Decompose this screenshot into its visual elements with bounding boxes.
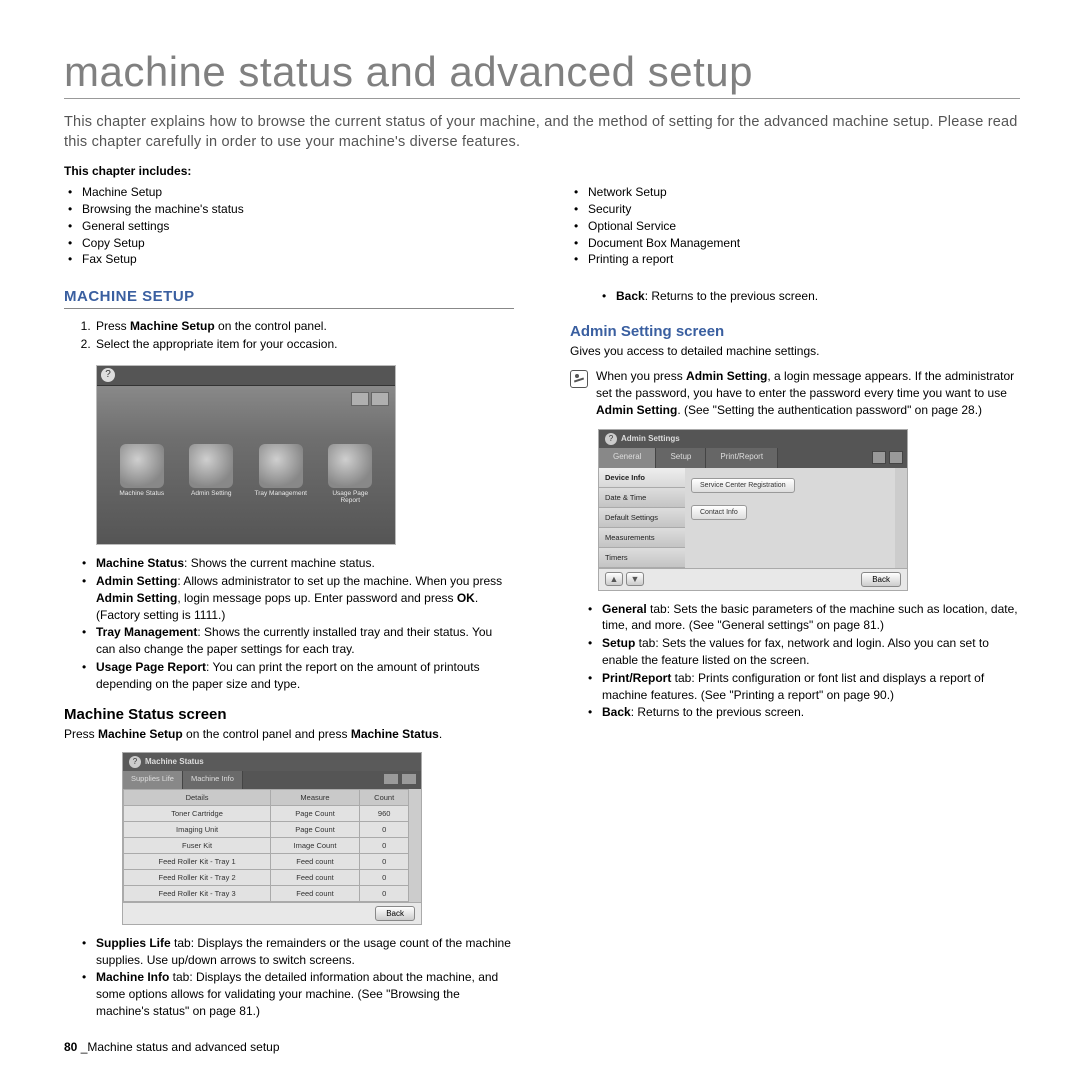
sidebar-item: Timers	[599, 548, 685, 568]
up-arrow-icon: ▲	[605, 572, 623, 586]
machine-setup-screenshot: ? Machine Status Admin Setting Tray Mana…	[96, 365, 396, 545]
toc-right: Network Setup Security Optional Service …	[570, 184, 1020, 268]
tile-admin-setting: Admin Setting	[183, 444, 239, 504]
toc-item: Network Setup	[588, 184, 1020, 201]
toc-item: General settings	[82, 218, 514, 235]
right-column: Network Setup Security Optional Service …	[570, 184, 1020, 1034]
sidebar-item: Measurements	[599, 528, 685, 548]
tab-machine-info: Machine Info	[183, 771, 243, 789]
machine-status-para: Press Machine Setup on the control panel…	[64, 726, 514, 743]
sidebar-item: Date & Time	[599, 488, 685, 508]
sidebar-item: Device Info	[599, 468, 685, 488]
list-item: Machine Status: Shows the current machin…	[96, 555, 514, 572]
list-item: Supplies Life tab: Displays the remainde…	[96, 935, 514, 969]
admin-setting-bullets: General tab: Sets the basic parameters o…	[570, 601, 1020, 722]
supplies-table: DetailsMeasureCount Toner CartridgePage …	[123, 789, 409, 902]
toc-item: Optional Service	[588, 218, 1020, 235]
help-icon: ?	[101, 368, 115, 382]
toc-item: Copy Setup	[82, 235, 514, 252]
help-icon: ?	[129, 756, 141, 768]
chip-service-center: Service Center Registration	[691, 478, 795, 493]
note-text: When you press Admin Setting, a login me…	[596, 368, 1020, 418]
step-item: Press Machine Setup on the control panel…	[94, 317, 514, 335]
tab-setup: Setup	[656, 448, 706, 468]
chapter-includes-label: This chapter includes:	[64, 164, 1020, 178]
machine-status-bullets: Supplies Life tab: Displays the remainde…	[64, 935, 514, 1020]
toc-item: Document Box Management	[588, 235, 1020, 252]
page-title: machine status and advanced setup	[64, 48, 1020, 99]
copy-icon	[872, 451, 886, 464]
list-item: Admin Setting: Allows administrator to s…	[96, 573, 514, 623]
list-item: Usage Page Report: You can print the rep…	[96, 659, 514, 693]
machine-setup-bullets: Machine Status: Shows the current machin…	[64, 555, 514, 692]
tab-supplies-life: Supplies Life	[123, 771, 183, 789]
list-item: General tab: Sets the basic parameters o…	[602, 601, 1020, 635]
admin-setting-heading: Admin Setting screen	[570, 323, 1020, 340]
page-number: 80	[64, 1040, 77, 1054]
intro-text: This chapter explains how to browse the …	[64, 113, 1020, 152]
back-button: Back	[375, 906, 415, 921]
scrollbar	[895, 468, 907, 568]
tile-machine-status: Machine Status	[114, 444, 170, 504]
page-footer: 80 _Machine status and advanced setup	[64, 1040, 280, 1054]
note-block: When you press Admin Setting, a login me…	[570, 368, 1020, 418]
chip-contact-info: Contact Info	[691, 505, 747, 520]
lang-icons	[351, 392, 389, 406]
toc-item: Printing a report	[588, 251, 1020, 268]
section-title-machine-setup: MACHINE SETUP	[64, 288, 514, 309]
list-item: Print/Report tab: Prints configuration o…	[602, 670, 1020, 704]
list-item: Machine Info tab: Displays the detailed …	[96, 969, 514, 1019]
toc-item: Machine Setup	[82, 184, 514, 201]
tab-general: General	[599, 448, 656, 468]
admin-setting-para: Gives you access to detailed machine set…	[570, 343, 1020, 360]
list-item: Back: Returns to the previous screen.	[616, 288, 1020, 305]
tile-tray-management: Tray Management	[253, 444, 309, 504]
note-icon	[570, 370, 588, 388]
sidebar-item: Default Settings	[599, 508, 685, 528]
tile-usage-page-report: Usage Page Report	[322, 444, 378, 504]
back-button: Back	[861, 572, 901, 587]
left-column: Machine Setup Browsing the machine's sta…	[64, 184, 514, 1034]
toc-item: Security	[588, 201, 1020, 218]
list-item: Tray Management: Shows the currently ins…	[96, 624, 514, 658]
help-icon: ?	[605, 433, 617, 445]
close-icon	[889, 451, 903, 464]
list-item: Back: Returns to the previous screen.	[602, 704, 1020, 721]
machine-status-screenshot: ?Machine Status Supplies Life Machine In…	[122, 752, 422, 925]
footer-text: Machine status and advanced setup	[87, 1040, 279, 1054]
down-arrow-icon: ▼	[626, 572, 644, 586]
list-item: Setup tab: Sets the values for fax, netw…	[602, 635, 1020, 669]
toc-item: Fax Setup	[82, 251, 514, 268]
step-item: Select the appropriate item for your occ…	[94, 335, 514, 353]
scrollbar	[409, 789, 421, 902]
admin-sidebar: Device Info Date & Time Default Settings…	[599, 468, 685, 568]
back-bullet-top: Back: Returns to the previous screen.	[570, 288, 1020, 305]
toc-item: Browsing the machine's status	[82, 201, 514, 218]
admin-setting-screenshot: ?Admin Settings General Setup Print/Repo…	[598, 429, 908, 591]
tab-print-report: Print/Report	[706, 448, 778, 468]
toc-left: Machine Setup Browsing the machine's sta…	[64, 184, 514, 268]
machine-setup-steps: Press Machine Setup on the control panel…	[64, 317, 514, 353]
machine-status-heading: Machine Status screen	[64, 706, 514, 723]
